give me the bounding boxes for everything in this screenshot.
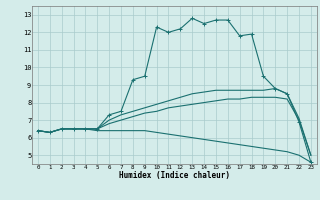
X-axis label: Humidex (Indice chaleur): Humidex (Indice chaleur) bbox=[119, 171, 230, 180]
